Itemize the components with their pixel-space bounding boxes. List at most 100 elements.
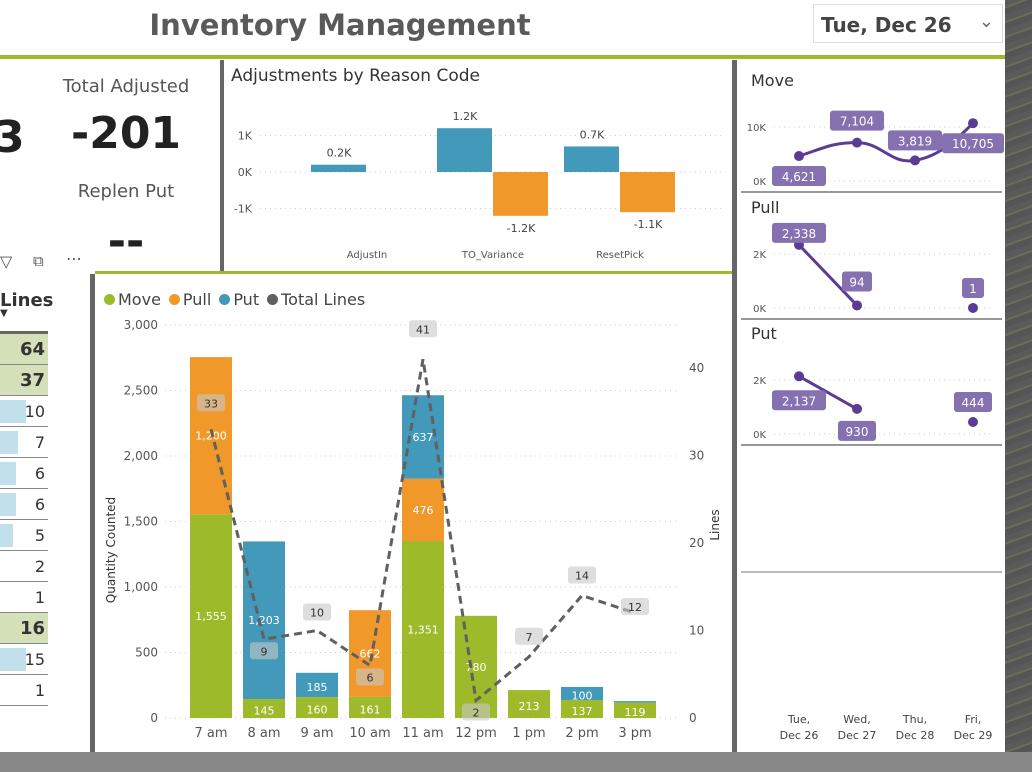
y2-tick-label: 20 [689,536,704,550]
cell-value: 1 [34,681,45,700]
quantity-lines-chart: 0 500 1,000 1,500 2,000 2,500 3,000 0 10 20 30 40 Qu… [104,318,722,741]
data-label: 1,555 [195,610,227,623]
y-tick-label: 1,000 [124,580,158,594]
cell-value: 16 [19,618,45,639]
data-bar [0,431,19,454]
bar-segment-put [243,541,285,700]
data-label: 161 [360,703,381,716]
data-label: 1.2K [453,110,478,123]
y-tick-label: 1,500 [124,515,158,529]
data-label: 1,203 [248,614,280,627]
table-row[interactable]: 1 [0,582,48,613]
x-tick-label: 3 pm [618,726,651,741]
table-divider [90,274,95,752]
data-label-box [962,277,984,298]
table-header-lines[interactable]: Lines [0,290,53,311]
data-label: 100 [572,690,593,703]
bar-segment-move [508,690,550,718]
data-label: 137 [572,705,593,718]
data-label: 930 [846,425,869,439]
adjustments-chart-title: Adjustments by Reason Code [231,66,480,86]
bar-segment-pull [402,478,444,542]
total-adjusted-value: -201 [70,108,182,159]
y-tick-label: -1K [234,203,253,216]
data-point [968,302,978,313]
cell-value: 5 [34,526,45,545]
data-label-box [772,166,826,187]
table-header-rule [0,331,48,334]
y-axis-title: Quantity Counted [104,497,118,603]
cell-value: 6 [34,464,45,483]
table-row[interactable]: 37 [0,365,48,396]
date-dropdown[interactable]: Tue, Dec 26 ⌄ [813,4,1003,43]
data-label: 3,819 [898,134,932,148]
bar-segment-put [614,701,656,703]
legend-put[interactable]: Put [219,290,259,309]
bar-segment-put [561,686,603,701]
table-row[interactable]: 15 [0,644,48,675]
table-row[interactable]: 1 [0,675,48,706]
chart-legend: Move Pull Put Total Lines [104,290,365,309]
legend-total-lines[interactable]: Total Lines [267,290,365,309]
bar-segment-move [614,702,656,718]
data-label: 1,351 [407,624,439,637]
legend-move[interactable]: Move [104,290,161,309]
line-label-box [621,598,649,615]
table-row[interactable]: 6 [0,458,48,489]
line-data-label: 33 [204,397,218,410]
data-label: -1.2K [507,222,536,235]
data-label: 1,200 [195,430,227,443]
total-adjusted-label: Total Adjusted [62,76,190,97]
scrollbar-background [1005,0,1032,752]
cell-value: 37 [19,370,45,391]
data-label-box [772,222,826,243]
more-options-icon[interactable]: ⋯ [66,249,82,268]
data-point [968,118,978,129]
data-label: 185 [307,681,328,694]
filter-icon[interactable]: ▽ [0,252,13,271]
x-tick-label: Fri, [965,713,982,726]
data-label-box [888,130,942,151]
sort-desc-icon[interactable]: ▼ [0,308,8,319]
line-label-box [197,394,225,412]
table-row[interactable]: 7 [0,427,48,458]
cell-value: 1 [34,588,45,607]
x-tick-label: Wed, [843,713,870,726]
table-row[interactable]: 10 [0,396,48,427]
bar-negative [493,172,548,216]
adjustments-chart: 1K 0K -1K AdjustIn 0.2K TO_Variance 1.2K -1.2K R… [234,110,724,261]
data-label: 1 [969,282,977,296]
bar-segment-move [561,700,603,718]
bar-positive [437,128,492,172]
y-tick-label: 2,500 [124,384,158,398]
table-row[interactable]: 64 [0,334,48,365]
data-bar [0,524,13,547]
data-label: 0.7K [580,128,605,141]
date-selected: Tue, Dec 26 [821,13,952,37]
cell-value: 2 [34,557,45,576]
panel-title: Pull [751,198,779,217]
data-label-box [772,390,826,411]
y-tick-label: 3,000 [124,318,158,332]
data-label: 119 [625,706,646,719]
line-data-label: 6 [367,672,374,685]
line-data-label: 9 [261,645,268,658]
data-label: -1.1K [634,218,663,231]
y-tick-label: 2,000 [124,449,158,463]
x-tick-label: Dec 26 [780,729,819,742]
table-row[interactable]: 5 [0,520,48,551]
focus-mode-icon[interactable]: ⧉ [33,252,44,270]
status-bar [0,752,1032,772]
table-row[interactable]: 2 [0,551,48,582]
table-row[interactable]: 6 [0,489,48,520]
data-label: 444 [962,396,985,410]
x-tick-label: 8 am [247,726,280,741]
table-row[interactable]: 16 [0,613,48,644]
x-tick-label: 7 am [194,726,227,741]
x-tick-label: Thu, [902,713,927,726]
kpi-partial-value: 3 [0,112,25,163]
data-label-box [942,133,1004,154]
x-tick-label: 11 am [402,726,443,741]
data-label: 476 [413,504,434,517]
legend-pull[interactable]: Pull [168,290,211,309]
